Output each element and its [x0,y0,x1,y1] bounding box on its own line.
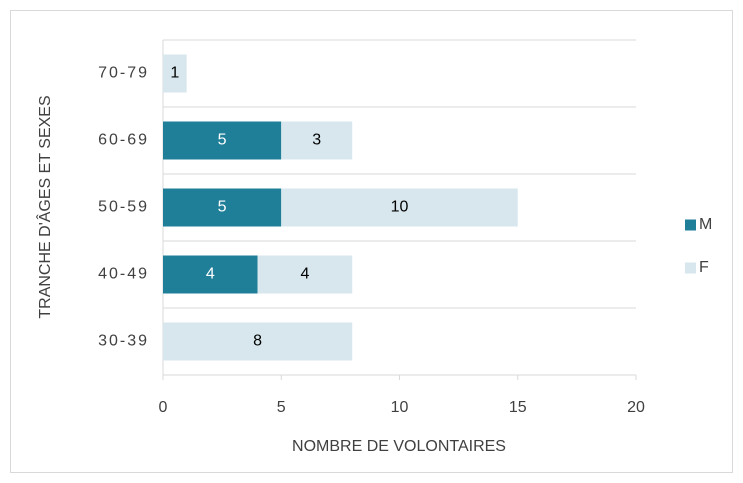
legend-label: F [699,259,709,276]
x-tick-label: 10 [391,399,409,416]
x-tick-label: 0 [159,399,168,416]
x-tick-label: 15 [509,399,527,416]
bar-segment [163,255,258,294]
bar-segment [163,188,282,227]
legend-swatch [685,262,696,274]
data-label: 4 [300,266,309,283]
x-axis-title: NOMBRE DE VOLONTAIRES [292,438,506,455]
data-label: 3 [312,132,321,149]
data-label: 4 [206,266,215,283]
legend-label: M [699,216,712,233]
x-tick-label: 5 [277,399,286,416]
bar-segment [281,188,518,227]
y-tick-label: 40-49 [98,266,149,283]
y-tick-label: 30-39 [98,333,149,350]
y-tick-label: 50-59 [98,199,149,216]
bar-segment [163,54,187,93]
data-label: 8 [253,333,262,350]
legend-swatch [685,219,696,231]
bar-segment [163,121,282,160]
data-label: 5 [218,199,227,216]
bar-segment [257,255,353,294]
data-label: 1 [170,65,179,82]
bar-segment [281,121,353,160]
y-axis-title: TRANCHE D'ÂGES ET SEXES [35,95,54,318]
bar-segment [163,322,353,361]
y-tick-label: 60-69 [98,132,149,149]
y-tick-label: 70-79 [98,65,149,82]
x-tick-label: 20 [627,399,645,416]
data-label: 5 [218,132,227,149]
data-label: 10 [391,199,409,216]
